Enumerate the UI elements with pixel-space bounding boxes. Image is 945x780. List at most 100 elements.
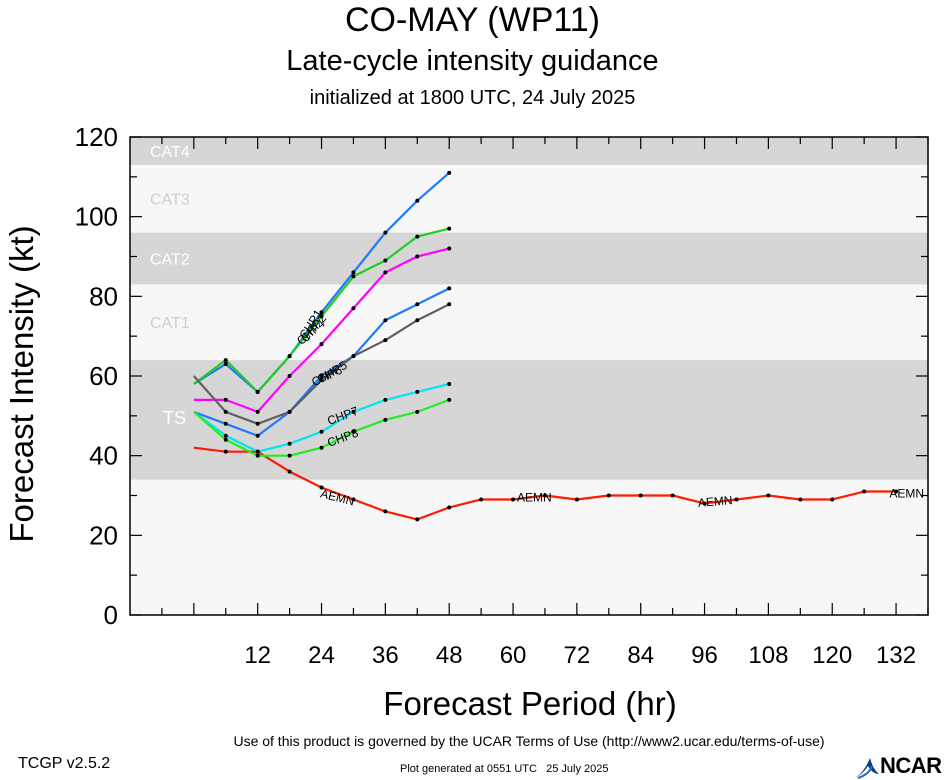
data-point-chp4 (415, 254, 420, 259)
x-tick-label: 36 (372, 642, 399, 669)
data-point-chp8 (415, 409, 420, 414)
line-label-aemn: AEMN (697, 493, 733, 510)
data-point-aemn (574, 497, 579, 502)
chart-subtitle: Late-cycle intensity guidance (286, 45, 659, 77)
data-point-chp5 (223, 421, 228, 426)
data-point-chp5 (447, 286, 452, 291)
band-cat2 (130, 232, 928, 285)
y-tick-label: 40 (89, 441, 118, 471)
x-tick-label: 72 (564, 642, 591, 669)
y-tick-label: 0 (104, 600, 118, 630)
data-point-aemn (447, 505, 452, 510)
data-point-chp1 (383, 230, 388, 235)
data-point-aemn (702, 501, 707, 506)
x-tick-label: 12 (244, 642, 271, 669)
x-tick-label: 24 (308, 642, 335, 669)
data-point-chp4 (319, 342, 324, 347)
band-cat4 (130, 137, 928, 165)
data-point-chp4 (447, 246, 452, 251)
data-point-chp6 (415, 318, 420, 323)
data-point-chp7 (255, 449, 260, 454)
chart-title: CO-MAY (WP11) (344, 1, 601, 39)
data-point-chp5 (319, 374, 324, 378)
ncar-logo: NCAR (852, 752, 945, 780)
band-label-cat3: CAT3 (150, 192, 190, 209)
ncar-logo-text: NCAR (880, 753, 942, 778)
init-time: initialized at 1800 UTC, 24 July 2025 (309, 87, 636, 109)
data-point-chp8 (255, 453, 260, 458)
x-tick-label: 120 (812, 642, 852, 669)
data-point-chp4 (287, 374, 292, 378)
band-label-cat1: CAT1 (150, 315, 190, 332)
y-axis-label: Forecast Intensity (kt) (3, 225, 40, 543)
data-point-aemn (351, 497, 356, 502)
data-point-aemn (670, 493, 675, 498)
data-point-chp6 (319, 377, 324, 382)
data-point-chp1 (319, 310, 324, 315)
x-tick-label: 108 (748, 642, 788, 669)
y-tick-label: 20 (89, 520, 118, 550)
data-point-chp2 (319, 314, 324, 319)
data-point-aemn (766, 493, 771, 498)
data-point-chp1 (223, 362, 228, 367)
data-point-chp8 (383, 417, 388, 422)
line-label-aemn: AEMN (517, 490, 552, 504)
data-point-chp5 (255, 433, 260, 438)
data-point-chp5 (415, 302, 420, 307)
band-cat1 (130, 284, 928, 361)
data-point-chp7 (223, 433, 228, 438)
x-tick-label: 60 (500, 642, 527, 669)
band-label-cat4: CAT4 (150, 144, 190, 161)
data-point-chp6 (287, 409, 292, 414)
data-point-chp5 (383, 318, 388, 323)
data-point-chp4 (255, 409, 260, 414)
band-ts (130, 360, 928, 480)
data-point-aemn (734, 497, 739, 502)
data-point-chp2 (287, 354, 292, 359)
y-tick-label: 120 (75, 122, 118, 152)
data-point-chp1 (351, 270, 356, 275)
data-point-chp8 (447, 397, 452, 402)
data-point-chp2 (415, 234, 420, 239)
data-point-aemn (415, 517, 420, 522)
data-point-chp4 (223, 397, 228, 402)
data-point-aemn (638, 493, 643, 498)
y-tick-label: 80 (89, 281, 118, 311)
data-point-chp8 (319, 445, 324, 450)
data-point-chp7 (415, 389, 420, 394)
data-point-chp8 (287, 453, 292, 458)
data-point-chp6 (383, 338, 388, 343)
data-point-chp7 (319, 429, 324, 434)
data-point-chp1 (415, 198, 420, 203)
data-point-aemn (479, 497, 484, 502)
data-point-chp6 (447, 302, 452, 307)
band-label-ts: TS (163, 408, 186, 428)
generated-time: Plot generated at 0551 UTC 25 July 2025 (400, 763, 609, 775)
data-point-chp6 (351, 354, 356, 359)
x-tick-label: 132 (876, 642, 916, 669)
data-point-chp6 (223, 409, 228, 414)
data-point-chp2 (255, 389, 260, 394)
x-tick-label: 84 (627, 642, 654, 669)
version-label: TCGP v2.5.2 (18, 755, 111, 772)
y-tick-label: 60 (89, 361, 118, 391)
data-point-chp2 (447, 226, 452, 231)
band-cat3 (130, 164, 928, 233)
data-point-chp7 (287, 441, 292, 446)
data-point-chp2 (383, 258, 388, 263)
data-point-aemn (798, 497, 803, 502)
data-point-aemn (287, 469, 292, 474)
data-point-aemn (542, 493, 547, 498)
data-point-aemn (319, 485, 324, 490)
data-point-chp4 (351, 306, 356, 311)
x-axis-label: Forecast Period (hr) (383, 685, 677, 722)
data-point-chp7 (447, 381, 452, 386)
data-point-chp2 (351, 274, 356, 279)
data-point-aemn (862, 489, 867, 494)
data-point-chp6 (255, 421, 260, 426)
data-point-chp4 (383, 270, 388, 275)
terms-of-use-text: Use of this product is governed by the U… (233, 733, 825, 749)
y-tick-label: 100 (75, 202, 118, 232)
data-point-chp2 (223, 358, 228, 363)
